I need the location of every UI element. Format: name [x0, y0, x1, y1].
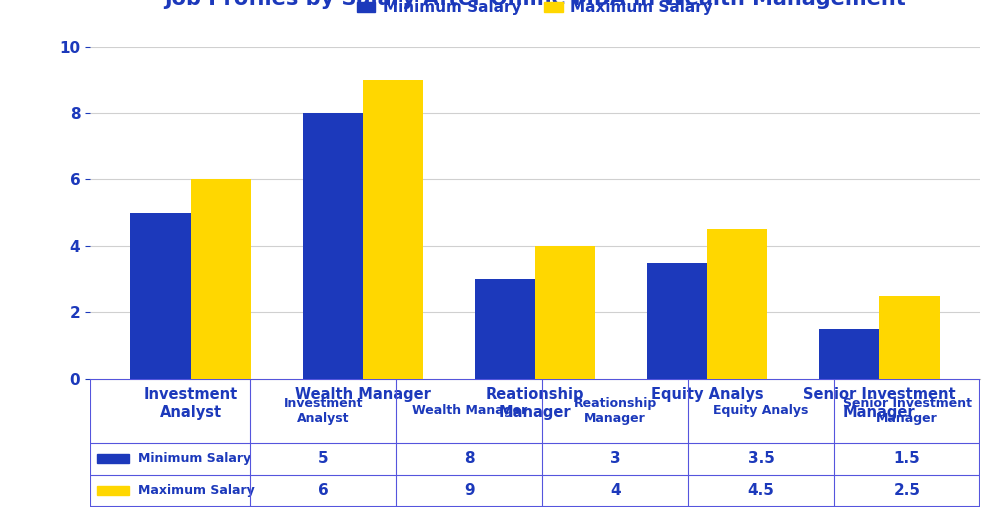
Legend: Minimum Salary, Maximum Salary: Minimum Salary, Maximum Salary: [351, 0, 719, 22]
Bar: [303, 113, 363, 379]
Text: 4.5: 4.5: [748, 483, 775, 498]
Text: Senior Investment
Manager: Senior Investment Manager: [843, 397, 972, 425]
Text: 5: 5: [318, 451, 329, 466]
Text: 1.5: 1.5: [894, 451, 920, 466]
Bar: [647, 263, 707, 379]
Text: 3: 3: [610, 451, 621, 466]
Bar: [130, 212, 191, 379]
Text: Wealth Manager: Wealth Manager: [412, 404, 527, 417]
Bar: [819, 329, 879, 379]
Text: 2.5: 2.5: [894, 483, 921, 498]
Bar: [475, 279, 535, 379]
Text: 3.5: 3.5: [748, 451, 775, 466]
Text: Equity Analys: Equity Analys: [713, 404, 809, 417]
Text: Investment
Analyst: Investment Analyst: [284, 397, 363, 425]
Text: 8: 8: [464, 451, 475, 466]
Text: Maximum Salary: Maximum Salary: [138, 484, 255, 497]
Text: 6: 6: [318, 483, 329, 498]
Bar: [535, 246, 595, 379]
Text: 4: 4: [610, 483, 621, 498]
Bar: [363, 80, 423, 379]
Bar: [707, 230, 767, 379]
Bar: [97, 486, 129, 495]
Text: Reationship
Manager: Reationship Manager: [574, 397, 657, 425]
Bar: [879, 296, 940, 379]
Text: Minimum Salary: Minimum Salary: [138, 452, 251, 465]
Text: 9: 9: [464, 483, 475, 498]
Bar: [97, 454, 129, 463]
Bar: [191, 179, 251, 379]
Title: Job Profiles by Salary After Online MBA in Wealth Management: Job Profiles by Salary After Online MBA …: [164, 0, 906, 9]
